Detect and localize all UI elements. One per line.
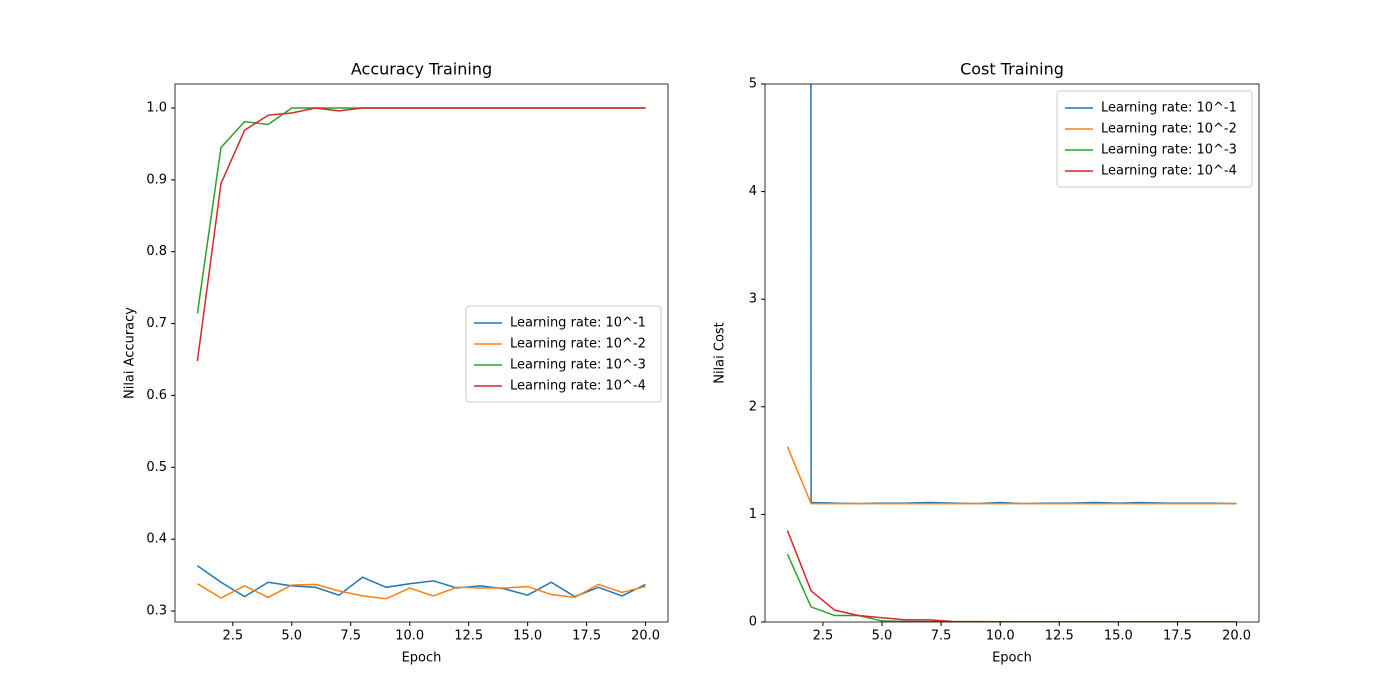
series-line [786,553,1237,622]
chart-title: Accuracy Training [351,60,492,79]
y-tick-label: 5 [749,77,757,92]
x-axis-label: Epoch [992,651,1032,666]
series-line [786,446,1237,505]
x-tick-label: 17.5 [1163,629,1192,644]
x-tick-label: 15.0 [1104,629,1133,644]
y-tick-label: 3 [749,292,757,307]
y-tick-label: 0.6 [146,388,167,403]
series-line [196,107,646,362]
x-tick-label: 20.0 [1222,629,1251,644]
legend-label: Learning rate: 10^-4 [510,379,646,394]
x-tick-label: 20.0 [631,629,660,644]
y-axis-label: Nilai Accuracy [123,307,138,399]
x-tick-label: 5.0 [281,629,302,644]
legend-label: Learning rate: 10^-1 [510,316,646,331]
x-tick-label: 15.0 [513,629,542,644]
y-tick-label: 0.7 [146,316,167,331]
legend: Learning rate: 10^-1 Learning rate: 10^-2… [465,305,662,403]
legend-label: Learning rate: 10^-4 [1101,164,1237,179]
legend-label: Learning rate: 10^-3 [1101,143,1237,158]
plot: Cost Training Epoch Nilai Cost 2.5 5.0 7.5 10.… [713,60,1260,666]
x-tick-label: 10.0 [986,629,1015,644]
x-tick-label: 17.5 [572,629,601,644]
axes-frame [764,83,1260,623]
y-tick-label: 0.3 [146,604,167,619]
series-line [196,565,646,598]
series-line [786,530,1237,622]
legend-label: Learning rate: 10^-3 [510,358,646,373]
y-tick-label: 1.0 [146,101,167,116]
legend: Learning rate: 10^-1 Learning rate: 10^-2… [1056,90,1253,188]
y-tick-label: 2 [749,399,757,414]
legend-box [465,305,662,403]
x-tick-label: 7.5 [340,629,361,644]
x-tick-label: 12.5 [1045,629,1074,644]
y-tick-label: 0.9 [146,172,167,187]
y-tick-label: 1 [749,507,757,522]
series-line [196,107,646,314]
x-tick-label: 10.0 [395,629,424,644]
series-line [197,583,646,600]
x-axis-label: Epoch [402,651,442,666]
legend-label: Learning rate: 10^-2 [1101,122,1237,137]
axes-frame [174,83,669,623]
legend-label: Learning rate: 10^-1 [1101,101,1237,116]
x-tick-label: 5.0 [872,629,893,644]
plot: Accuracy Training Epoch Nilai Accuracy 2.5 5… [123,60,669,666]
x-tick-label: 2.5 [222,629,243,644]
legend-box [1056,90,1253,188]
y-tick-label: 0 [749,615,757,630]
chart-title: Cost Training [960,60,1064,79]
legend-label: Learning rate: 10^-2 [510,337,646,352]
x-tick-label: 7.5 [931,629,952,644]
y-tick-label: 0.8 [146,244,167,259]
x-tick-label: 2.5 [813,629,834,644]
y-tick-label: 4 [749,184,757,199]
y-tick-label: 0.4 [146,532,167,547]
y-axis-label: Nilai Cost [713,322,728,384]
x-tick-label: 12.5 [454,629,483,644]
y-tick-label: 0.5 [146,460,167,475]
